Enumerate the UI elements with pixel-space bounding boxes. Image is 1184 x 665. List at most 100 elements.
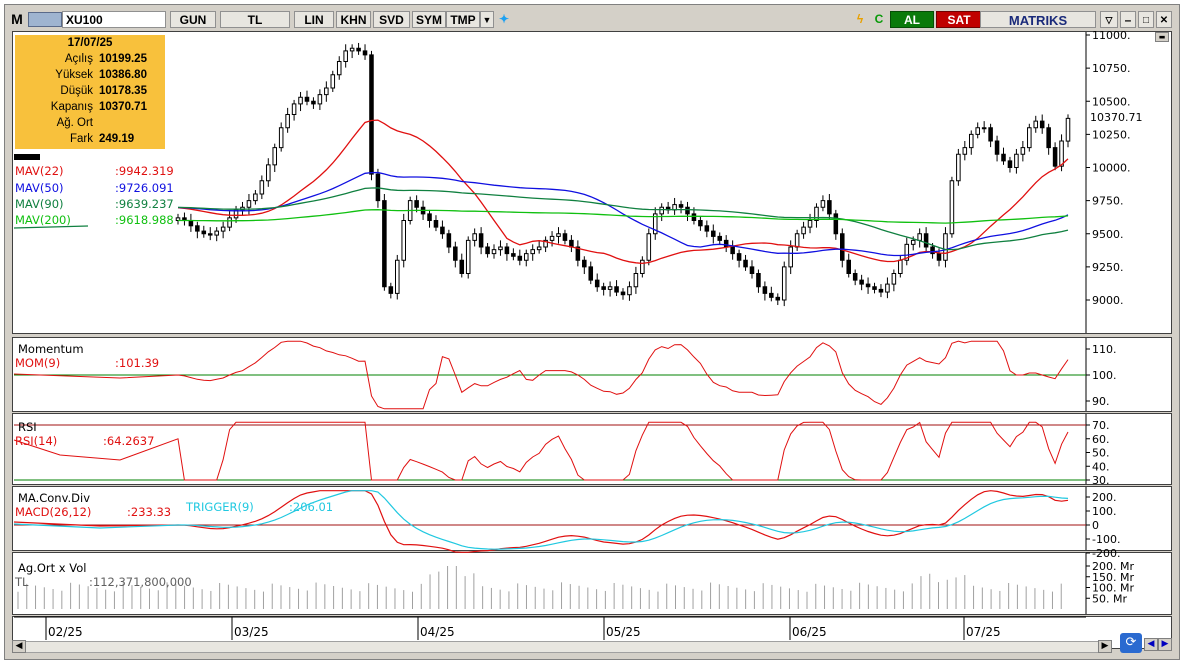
scale-button[interactable]: LIN xyxy=(294,11,334,28)
minimize-icon[interactable]: – xyxy=(1120,11,1136,28)
collapse-icon[interactable]: ▽ xyxy=(1100,11,1118,28)
x-label-feb: 02/25 xyxy=(48,625,83,639)
period-button[interactable]: GUN xyxy=(170,11,216,28)
candle-body xyxy=(465,239,471,274)
candle-body xyxy=(517,255,523,261)
candle-body xyxy=(220,226,226,232)
candle-body xyxy=(981,127,987,130)
currency-button[interactable]: TL xyxy=(220,11,290,28)
candle-body xyxy=(266,164,271,182)
dropdown-arrow-icon[interactable]: ▼ xyxy=(480,11,494,28)
rsi-y-tick-label: 70. xyxy=(1092,419,1110,432)
candle-body xyxy=(956,153,961,182)
candle-body xyxy=(201,230,207,235)
candle-body xyxy=(936,253,942,261)
candle-body xyxy=(781,266,787,301)
svd-button[interactable]: SVD xyxy=(373,11,410,28)
trigger-line xyxy=(13,490,1069,550)
twitter-icon[interactable]: ✦ xyxy=(495,11,513,28)
symbol-field[interactable]: XU100 xyxy=(62,11,166,28)
candle-body xyxy=(1033,120,1039,129)
candle-body xyxy=(904,243,910,261)
vol-y-tick-label: 150. Mr xyxy=(1092,571,1134,584)
candle-body xyxy=(769,292,774,298)
info-row-close: Kapanış 10370.71 xyxy=(50,101,147,113)
candle-body xyxy=(749,266,755,274)
candle-body xyxy=(233,209,239,219)
price-y-tick-label: 9250. xyxy=(1092,261,1124,274)
candle-body xyxy=(594,279,600,288)
candle-body xyxy=(401,220,406,261)
price-y-tick-label: 9750. xyxy=(1092,195,1124,208)
x-label-may: 05/25 xyxy=(606,625,641,639)
candle-body xyxy=(627,286,632,296)
info-date: 17/07/25 xyxy=(67,37,113,49)
sym-button[interactable]: SYM xyxy=(412,11,446,28)
candle-body xyxy=(865,283,871,288)
candle-body xyxy=(1027,127,1032,149)
lightning-icon[interactable]: ϟ xyxy=(852,11,868,28)
candle-body xyxy=(801,226,806,235)
candle-body xyxy=(575,246,581,261)
mav90-label: MAV(90):9639.237 xyxy=(15,197,174,211)
rsi-title: RSI xyxy=(18,420,37,434)
candle-body xyxy=(872,286,877,290)
candle-body xyxy=(820,200,826,208)
macd-label: MACD(26,12):233.33 xyxy=(15,505,172,519)
candle-body xyxy=(214,230,219,236)
candle-body xyxy=(427,213,432,221)
candle-body xyxy=(395,259,400,294)
candle-body xyxy=(994,140,1000,155)
mav200-label: MAV(200):9618.988 xyxy=(15,213,174,227)
candle-body xyxy=(1014,153,1019,168)
khn-button[interactable]: KHN xyxy=(336,11,371,28)
candle-body xyxy=(659,206,664,215)
logo-button[interactable]: M xyxy=(8,11,26,28)
prev-page-icon[interactable]: ◀ xyxy=(1144,638,1158,651)
mav200-line xyxy=(178,209,1069,224)
candle-body xyxy=(898,259,903,274)
candle-body xyxy=(788,246,793,268)
price-scale-button[interactable]: ▬ xyxy=(1155,32,1169,42)
info-row-diff: Fark 249.19 xyxy=(70,133,135,145)
candle-body xyxy=(504,246,510,255)
scroll-left-icon[interactable]: ◀ xyxy=(12,640,26,653)
sync-icon[interactable]: ⟳ xyxy=(1120,633,1142,653)
mav50-line xyxy=(177,171,1069,257)
candle-body xyxy=(1046,127,1051,149)
candle-body xyxy=(453,246,458,261)
candle-body xyxy=(227,217,232,228)
price-panel xyxy=(12,31,1172,334)
candle-body xyxy=(620,291,626,296)
next-page-icon[interactable]: ▶ xyxy=(1158,638,1172,651)
close-icon[interactable]: ✕ xyxy=(1156,11,1172,28)
candle-body xyxy=(633,273,639,288)
sell-button[interactable]: SAT xyxy=(936,11,982,28)
x-label-jul: 07/25 xyxy=(966,625,1001,639)
macd-panel xyxy=(12,486,1172,551)
candle-body xyxy=(336,61,342,76)
momentum-title: Momentum xyxy=(18,342,84,356)
candle-body xyxy=(1001,153,1006,162)
refresh-icon[interactable]: C xyxy=(870,11,888,28)
candle-body xyxy=(472,233,477,241)
tmp-button[interactable]: TMP xyxy=(446,11,480,28)
rsi-label: RSI(14):64.2637 xyxy=(15,434,155,448)
candle-body xyxy=(607,286,613,290)
buy-button[interactable]: AL xyxy=(890,11,934,28)
candle-body xyxy=(362,50,368,56)
candle-body xyxy=(1020,147,1026,155)
horizontal-scrollbar[interactable] xyxy=(12,641,1112,653)
candle-body xyxy=(885,283,890,293)
candle-body xyxy=(814,206,819,221)
maximize-icon[interactable]: □ xyxy=(1138,11,1154,28)
candle-body xyxy=(640,259,645,274)
rsi-y-tick-label: 60. xyxy=(1092,433,1110,446)
brand-logo: MATRIKS xyxy=(980,11,1096,28)
candle-body xyxy=(324,87,329,96)
candle-body xyxy=(891,273,897,285)
candle-body xyxy=(388,286,394,294)
scroll-right-icon[interactable]: ▶ xyxy=(1098,640,1112,653)
volume-label: TL:112,371,800,000 xyxy=(15,575,192,589)
